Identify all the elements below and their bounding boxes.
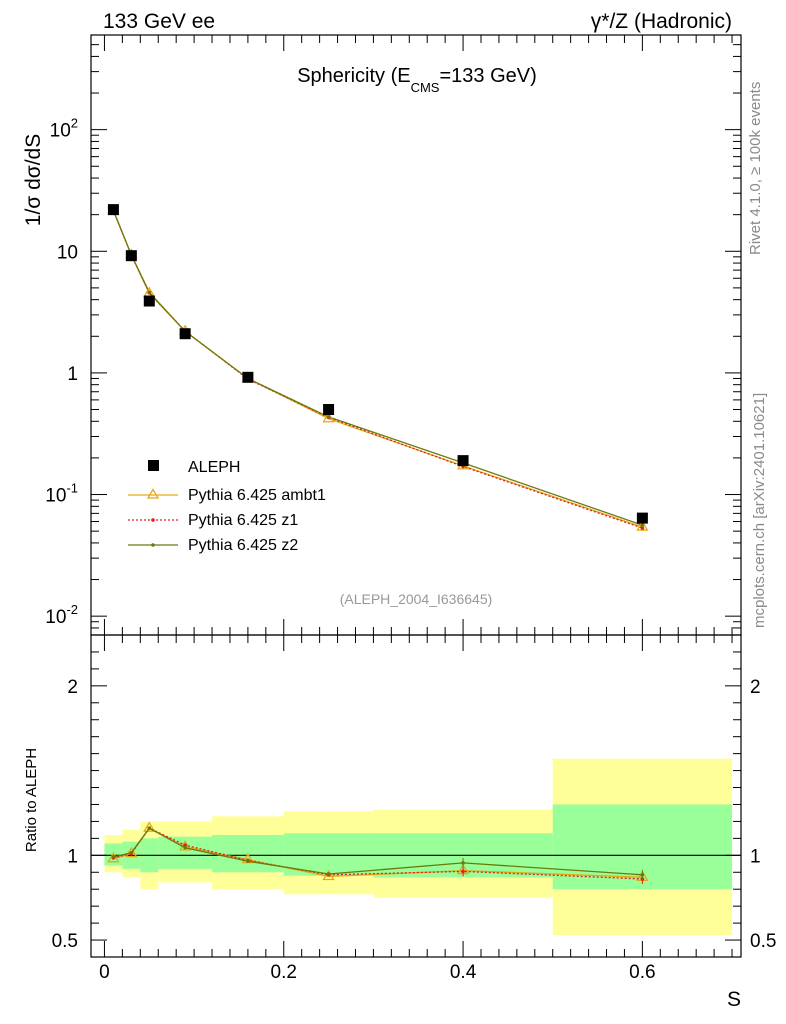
y-tick-label-exponent: 2 <box>71 116 78 131</box>
y-tick-label-exponent: -1 <box>66 481 78 496</box>
header-left-label: 133 GeV ee <box>103 10 215 33</box>
main-y-axis-label: 1/σ dσ/dS <box>22 134 45 226</box>
rivet-version-label: Rivet 4.1.0, ≥ 100k events <box>747 82 764 255</box>
uncertainty-band-inner <box>283 833 374 876</box>
ratio-line-z1 <box>113 827 643 880</box>
legend: ALEPH Pythia 6.425 ambt1 Pythia 6.425 z1… <box>128 459 326 554</box>
x-tick-label: 0.6 <box>629 962 655 983</box>
ratio-point-ambt1 <box>322 869 335 881</box>
plot-title: Sphericity (ECMS=133 GeV) <box>297 65 537 95</box>
ratio-y-tick-label-left: 0.5 <box>52 931 78 952</box>
y-tick-label-base: 10 <box>57 242 78 263</box>
ratio-y-tick-label-right: 0.5 <box>750 931 776 952</box>
y-tick-label-base: 1 <box>67 364 78 385</box>
ratio-point-z1 <box>183 843 187 847</box>
analysis-annotation: (ALEPH_2004_I636645) <box>340 591 493 607</box>
legend-label-z1: Pythia 6.425 z1 <box>188 512 298 529</box>
legend-marker-z1 <box>151 518 155 522</box>
point-aleph <box>143 295 155 307</box>
y-tick-label: 10 <box>57 242 78 263</box>
y-tick-label-base: 10 <box>45 486 66 507</box>
ratio-point-z2 <box>246 859 250 864</box>
y-tick-label: 10-1 <box>45 481 78 507</box>
ratio-point-z2 <box>326 872 331 876</box>
y-tick-label: 10-2 <box>45 602 78 628</box>
point-aleph <box>179 328 191 340</box>
ratio-point-ambt1 <box>143 821 156 832</box>
legend-label-ambt1: Pythia 6.425 ambt1 <box>188 487 326 504</box>
point-ambt1 <box>322 411 335 423</box>
ratio-point-z2 <box>183 845 187 850</box>
point-z1 <box>640 526 645 530</box>
plot-title-main: Sphericity (E <box>297 65 410 87</box>
legend-marker-z2 <box>151 543 155 547</box>
point-aleph <box>107 204 119 216</box>
point-aleph <box>323 404 335 416</box>
point-aleph <box>125 250 137 262</box>
x-tick-label: 0 <box>99 962 110 983</box>
ratio-point-ambt1 <box>179 840 192 851</box>
header-right-label: γ*/Z (Hadronic) <box>591 10 732 33</box>
series-line-z2 <box>112 210 643 526</box>
ratio-y-tick-label-right: 1 <box>750 846 761 867</box>
series-line-ambt1 <box>112 210 643 528</box>
series-line-z1 <box>112 210 643 529</box>
y-tick-label-exponent: -2 <box>66 602 78 617</box>
point-z2 <box>326 415 331 419</box>
ratio-y-tick-label-right: 2 <box>750 677 761 698</box>
legend-label-aleph: ALEPH <box>188 459 240 476</box>
x-axis-label: S <box>727 988 741 1011</box>
y-tick-label-base: 10 <box>45 607 66 628</box>
mcplots-label: mcplots.cern.ch [arXiv:2401.10621] <box>751 393 768 628</box>
plot-title-sub: CMS <box>411 80 440 95</box>
y-tick-label: 1 <box>67 364 78 385</box>
x-tick-label: 0.4 <box>450 962 477 983</box>
ratio-point-ambt1 <box>125 846 138 858</box>
ratio-point-z2 <box>147 826 152 830</box>
point-aleph <box>457 455 469 467</box>
point-z2 <box>147 290 152 295</box>
ratio-frame <box>90 634 742 958</box>
ratio-y-axis-label: Ratio to ALEPH <box>23 748 40 852</box>
ratio-y-tick-label-left: 1 <box>67 846 78 867</box>
y-tick-label-base: 10 <box>50 121 71 142</box>
legend-marker-ambt1 <box>146 488 160 499</box>
ratio-point-z2 <box>111 855 116 859</box>
legend-label-z2: Pythia 6.425 z2 <box>188 537 298 554</box>
plot-title-rest: =133 GeV) <box>439 65 536 87</box>
ratio-y-tick-label-left: 2 <box>67 677 78 698</box>
ratio-panel: 0.5 0.5 1 1 2 2 0 0.2 0.4 0.6 Ratio to ALEPH S <box>23 634 776 1011</box>
y-tick-label: 102 <box>50 116 78 142</box>
x-tick-label: 0.2 <box>271 962 297 983</box>
point-z2 <box>640 523 645 527</box>
ratio-line-z2 <box>113 827 643 876</box>
point-aleph <box>242 371 254 383</box>
point-aleph <box>636 512 648 524</box>
ratio-point-z2 <box>129 850 134 855</box>
ratio-point-ambt1 <box>107 851 120 863</box>
legend-marker-aleph <box>148 460 159 471</box>
point-ambt1 <box>636 520 649 531</box>
